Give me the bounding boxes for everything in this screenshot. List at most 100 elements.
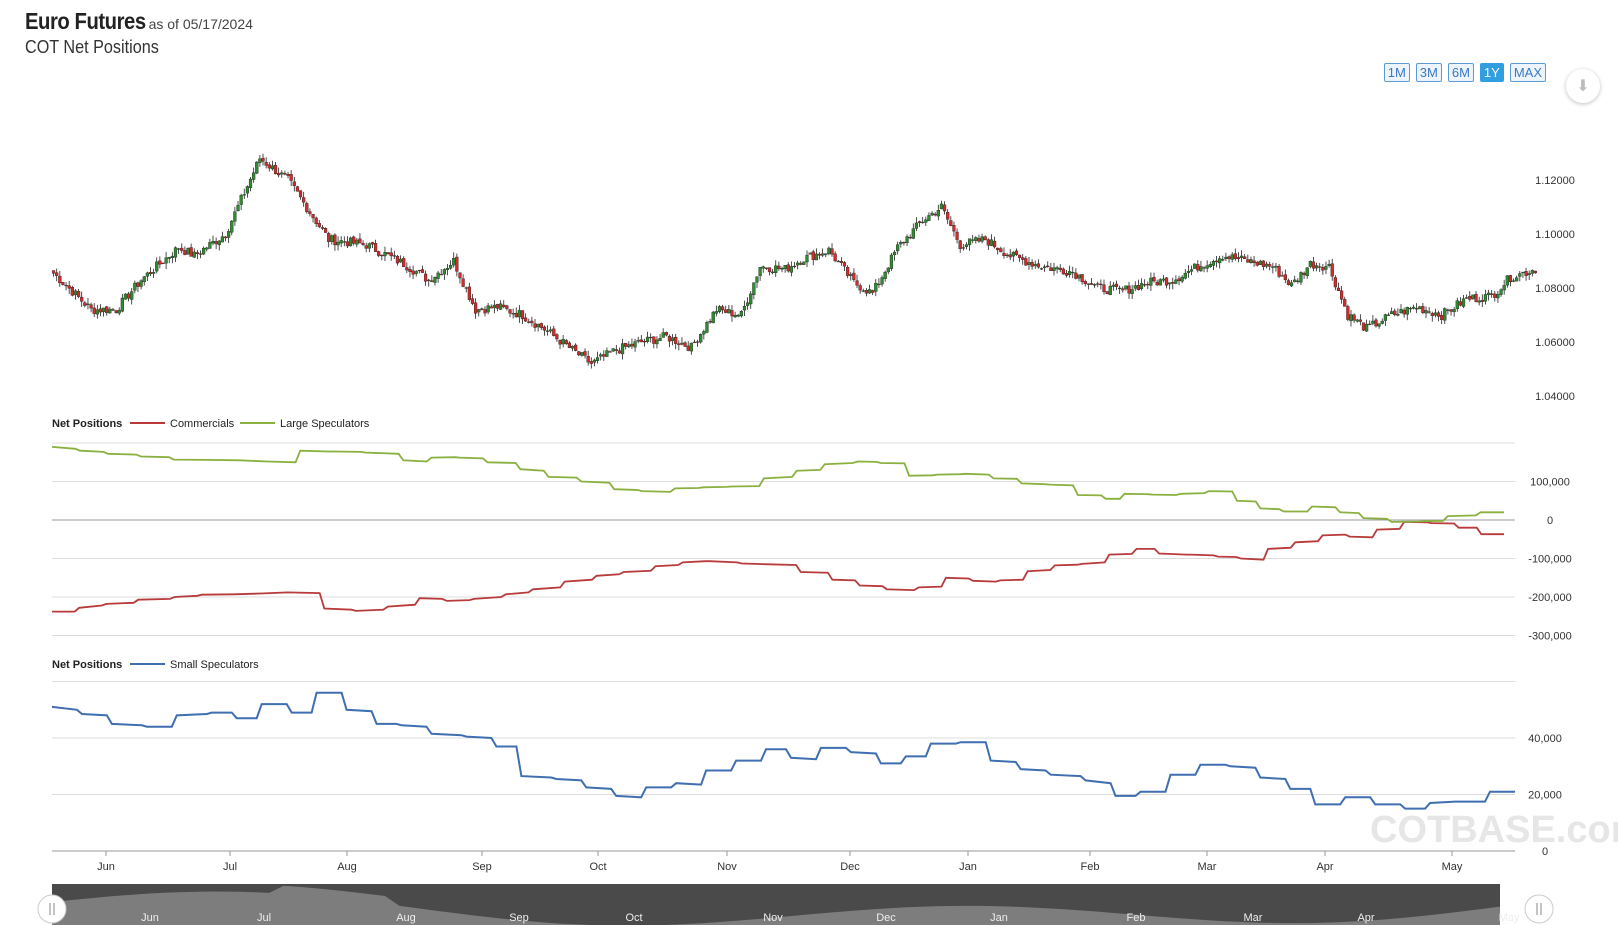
candle-body <box>242 194 246 196</box>
candle-body <box>1052 267 1056 272</box>
candle-body <box>258 158 262 163</box>
candle-body <box>767 267 772 273</box>
candle-body <box>461 278 465 287</box>
candle-body <box>286 174 290 176</box>
x-tick-label: Jul <box>223 861 237 873</box>
net-tick-label: 0 <box>1547 515 1553 527</box>
candle-body <box>1321 267 1325 271</box>
candle-body <box>636 340 640 342</box>
candle-body <box>433 277 437 283</box>
navigator-month-label: May <box>1499 912 1520 924</box>
candle-body <box>911 228 915 239</box>
small-speculators-line <box>51 691 1515 810</box>
candle-body <box>386 252 390 255</box>
candle-body <box>1511 280 1516 282</box>
candle-body <box>552 328 556 336</box>
range-navigator[interactable]: Jun Jul Aug Sep Oct Nov Dec Jan Feb Mar Apr May <box>37 884 1554 925</box>
candle-body <box>505 305 509 309</box>
range-3m-button[interactable]: 3M <box>1415 63 1442 82</box>
candle-body <box>642 341 647 343</box>
download-icon: ⬇ <box>1576 78 1590 95</box>
candle-body <box>1249 259 1253 264</box>
navigator-right-handle[interactable] <box>1524 894 1554 924</box>
candle-body <box>645 336 650 342</box>
candle-body <box>427 279 431 282</box>
candle-body <box>492 304 496 309</box>
candle-body <box>495 304 500 309</box>
candle-body <box>1127 285 1131 294</box>
range-1m-button[interactable]: 1M <box>1383 63 1410 82</box>
series-line-small-speculators <box>51 691 1515 810</box>
candle-body <box>126 293 131 299</box>
net-positions-legend: Net Positions Commercials Large Speculat… <box>52 418 370 430</box>
candle-body <box>808 252 812 255</box>
candle-body <box>1424 310 1428 314</box>
candle-body <box>214 241 218 245</box>
price-y-axis: 1.12000 1.10000 1.08000 1.06000 1.04000 <box>1535 175 1575 403</box>
candle-body <box>1171 282 1175 284</box>
candle-body <box>577 351 581 356</box>
candle-body <box>161 262 165 264</box>
legend-small-speculators[interactable]: Small Speculators <box>170 659 259 671</box>
candle-body <box>98 308 103 313</box>
legend-commercials[interactable]: Commercials <box>170 418 235 430</box>
navigator-month-label: Dec <box>876 912 896 924</box>
candle-body <box>1318 266 1322 268</box>
candle-body <box>986 239 990 246</box>
candle-body <box>608 351 612 353</box>
candle-body <box>683 342 687 347</box>
candle-body <box>1524 271 1528 276</box>
candle-body <box>89 304 93 309</box>
candle-body <box>152 272 156 274</box>
candle-body <box>524 317 528 322</box>
candle-body <box>1046 265 1050 268</box>
candle-body <box>974 237 978 241</box>
candle-body <box>101 307 106 313</box>
candle-body <box>439 274 443 276</box>
x-tick-label: Jun <box>97 861 115 873</box>
candle-body <box>724 309 728 313</box>
candle-body <box>558 340 562 345</box>
candle-body <box>86 303 90 305</box>
small-tick-label: 40,000 <box>1528 733 1562 745</box>
candle-body <box>930 212 934 216</box>
candle-body <box>430 280 434 282</box>
candle-body <box>1308 261 1312 267</box>
candle-body <box>158 260 162 265</box>
candle-body <box>799 262 803 265</box>
candle-body <box>480 308 484 310</box>
candle-body <box>846 267 850 276</box>
download-button[interactable]: ⬇ <box>1566 69 1600 103</box>
candle-body <box>952 225 956 232</box>
candle-body <box>1446 309 1450 311</box>
candle-body <box>1314 265 1319 269</box>
range-1y-button[interactable]: 1Y <box>1479 63 1504 82</box>
candle-body <box>989 239 994 246</box>
candle-body <box>1386 314 1391 316</box>
candle-body <box>867 289 872 294</box>
navigator-left-handle[interactable] <box>37 894 67 924</box>
candle-body <box>411 270 415 275</box>
candle-body <box>1340 290 1344 300</box>
candle-body <box>1071 271 1075 274</box>
candle-body <box>805 254 809 263</box>
candle-body <box>1352 314 1356 321</box>
candle-body <box>1264 263 1269 267</box>
candle-body <box>1102 284 1106 293</box>
candle-body <box>761 266 765 269</box>
candle-body <box>377 251 381 256</box>
x-tick-label: Mar <box>1198 861 1217 873</box>
candle-body <box>670 337 675 342</box>
candle-body <box>752 282 756 295</box>
candle-body <box>211 240 215 244</box>
candle-body <box>1311 261 1316 269</box>
legend-large-speculators[interactable]: Large Speculators <box>280 418 370 430</box>
candle-body <box>1233 253 1237 259</box>
candle-body <box>1305 267 1309 277</box>
candle-body <box>405 267 409 271</box>
range-6m-button[interactable]: 6M <box>1447 63 1474 82</box>
range-max-button[interactable]: MAX <box>1509 63 1546 82</box>
candle-body <box>183 250 187 255</box>
candle-body <box>942 204 947 212</box>
candle-body <box>223 236 228 239</box>
